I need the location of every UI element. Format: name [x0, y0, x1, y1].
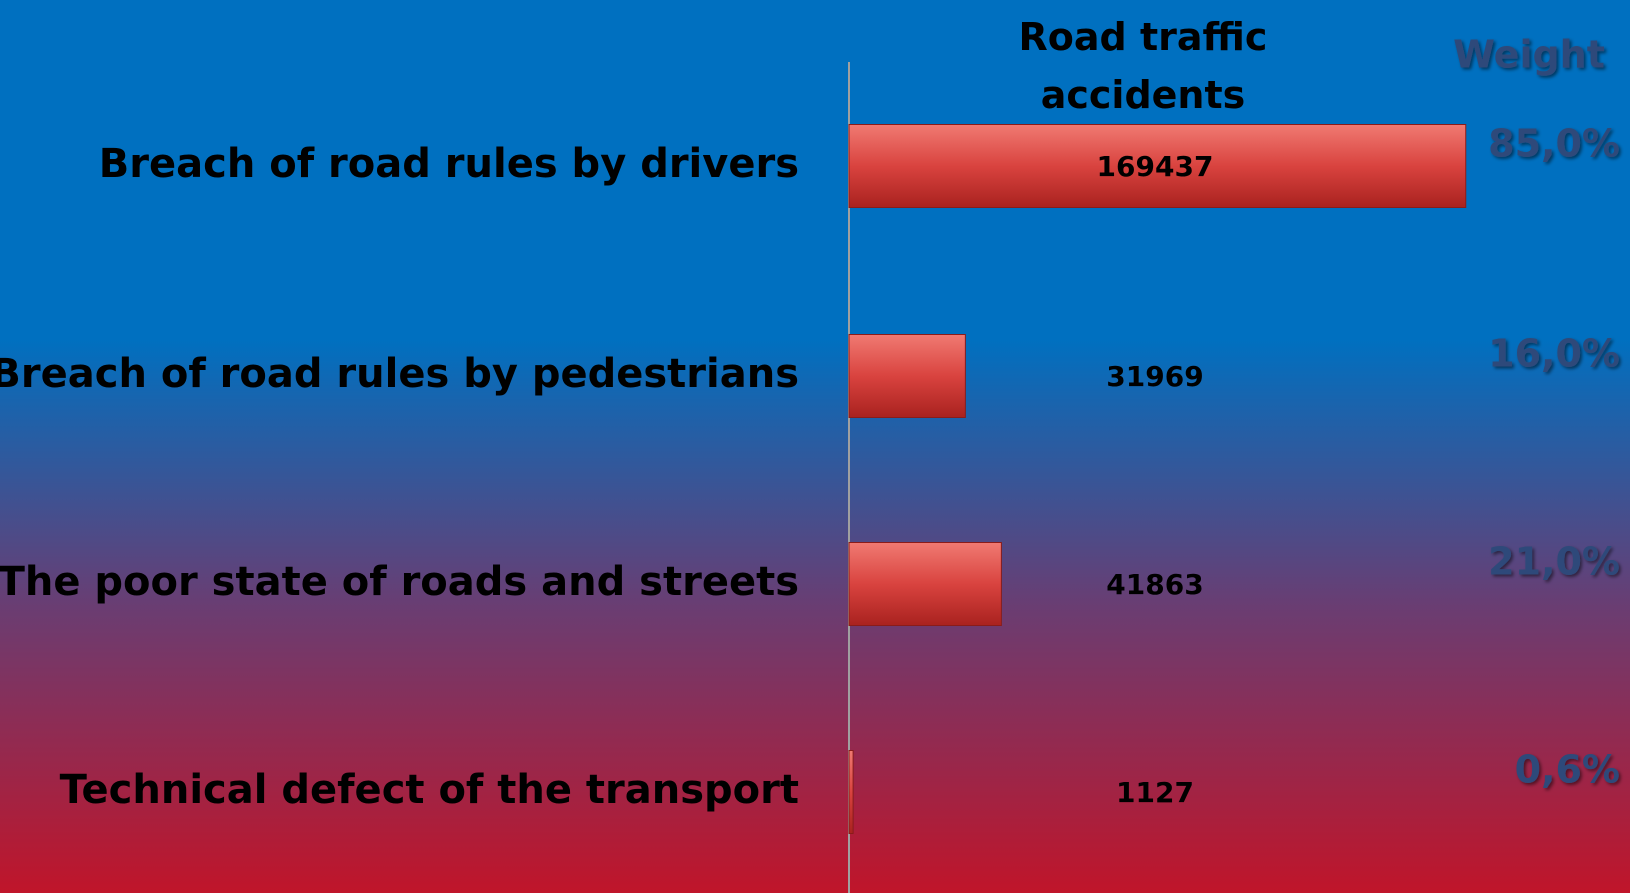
column-title: Road traffic accidents — [1018, 15, 1268, 117]
bar — [848, 334, 966, 418]
weight-header: Weight — [1453, 33, 1605, 77]
category-label: Breach of road rules by drivers — [99, 141, 799, 187]
value-label: 169437 — [1097, 150, 1214, 183]
category-label: Technical defect of the transport — [60, 767, 799, 813]
weight-label: 21,0% — [1488, 540, 1620, 584]
bar — [848, 124, 1467, 208]
bar — [848, 542, 1002, 626]
category-label: Breach of road rules by pedestrians — [0, 351, 799, 397]
value-label: 1127 — [1116, 776, 1194, 809]
bar — [848, 750, 854, 834]
value-label: 31969 — [1106, 360, 1203, 393]
category-label: The poor state of roads and streets — [0, 559, 799, 605]
weight-label: 0,6% — [1515, 748, 1620, 792]
weight-label: 85,0% — [1488, 122, 1620, 166]
weight-label: 16,0% — [1488, 332, 1620, 376]
value-label: 41863 — [1106, 568, 1203, 601]
